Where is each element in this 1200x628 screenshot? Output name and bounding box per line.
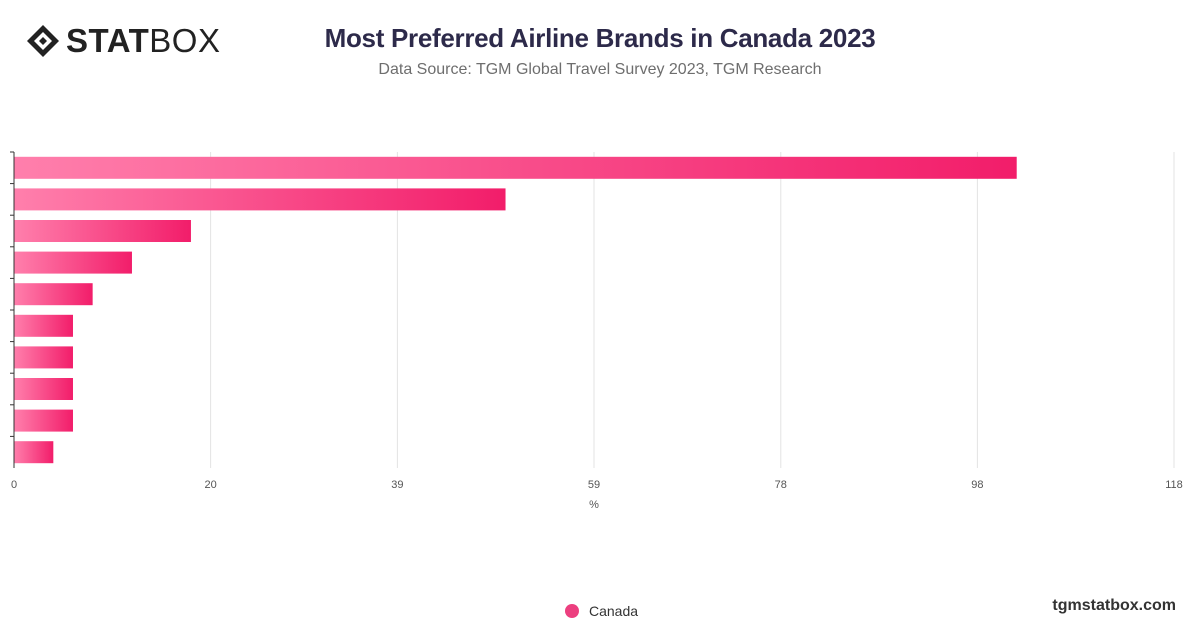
- x-tick-label: 39: [391, 479, 403, 491]
- logo-text-light: BOX: [149, 22, 221, 59]
- bar: [14, 283, 93, 306]
- brand-url: tgmstatbox.com: [1052, 597, 1176, 614]
- legend-marker: [565, 604, 579, 618]
- brand-logo: STATBOX: [26, 24, 220, 58]
- x-tick-label: 0: [11, 479, 17, 491]
- x-tick-label: 59: [588, 479, 600, 491]
- legend[interactable]: Canada: [565, 603, 638, 619]
- bar: [14, 220, 191, 242]
- statbox-logo-icon: [27, 25, 59, 57]
- bar-chart: 0 20 39 59 78 98 118%: [10, 151, 1183, 511]
- x-axis-label: %: [589, 499, 599, 511]
- bar: [14, 409, 73, 432]
- x-tick-label: 118: [1165, 479, 1183, 491]
- bar: [14, 251, 132, 274]
- bar: [14, 441, 54, 464]
- chart-subtitle: Data Source: TGM Global Travel Survey 20…: [378, 61, 822, 78]
- legend-label: Canada: [589, 603, 639, 619]
- x-tick-label: 78: [775, 479, 787, 491]
- logo-text-bold: STAT: [66, 22, 150, 59]
- bar: [14, 188, 506, 211]
- x-tick-label: 98: [971, 479, 983, 491]
- chart-title: Most Preferred Airline Brands in Canada …: [324, 23, 876, 53]
- bar: [14, 378, 73, 400]
- logo-text: STATBOX: [66, 24, 220, 58]
- bar: [14, 314, 73, 337]
- bar: [14, 156, 1017, 179]
- bar: [14, 346, 73, 369]
- x-tick-label: 20: [204, 479, 216, 491]
